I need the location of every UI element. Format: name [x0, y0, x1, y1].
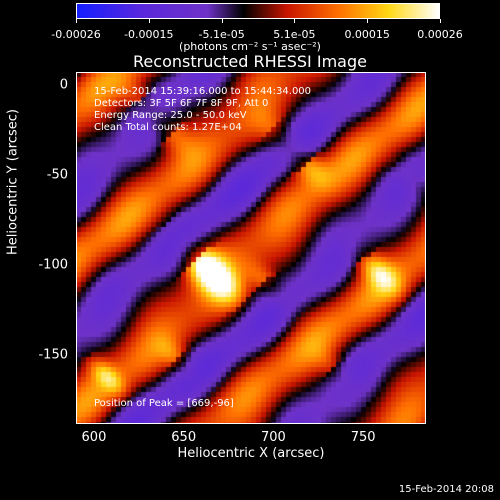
info-clean: Clean Total counts: 1.27E+04: [94, 122, 242, 133]
y-tick-label: -100: [38, 257, 68, 273]
colorbar-units: (photons cm⁻² s⁻¹ asec⁻²): [179, 40, 321, 53]
heatmap-image: [76, 72, 426, 424]
x-tick-label: 700: [261, 430, 286, 445]
colorbar-tick-label: 0.00015: [344, 28, 390, 41]
colorbar-tick-mark: [367, 19, 369, 23]
colorbar-tick-mark: [294, 19, 296, 23]
x-tick-label: 650: [171, 430, 197, 445]
colorbar-tick-mark: [221, 19, 223, 23]
y-tick-label: -50: [46, 167, 68, 183]
colorbar-tick-mark: [148, 19, 150, 23]
chart-title: Reconstructed RHESSI Image: [133, 52, 367, 71]
y-tick-label: 0: [59, 77, 68, 93]
colorbar-tick-label: -5.1e-05: [198, 28, 245, 41]
peak-position: Position of Peak = [669,-96]: [94, 398, 234, 409]
colorbar-tick-label: -0.00026: [51, 28, 101, 41]
info-energy: Energy Range: 25.0 - 50.0 keV: [94, 110, 247, 121]
x-tick-label: 750: [350, 430, 376, 445]
y-axis-label: Heliocentric Y (arcsec): [5, 109, 21, 255]
colorbar-tick-label: -0.00015: [124, 28, 174, 41]
x-axis-label: Heliocentric X (arcsec): [177, 446, 325, 461]
footer-timestamp: 15-Feb-2014 20:08: [398, 484, 494, 495]
colorbar-tick-label: 5.1e-05: [273, 28, 316, 41]
x-tick-label: 600: [81, 430, 107, 445]
colorbar-tick-mark: [440, 19, 441, 23]
colorbar: [76, 3, 440, 19]
info-detectors: Detectors: 3F 5F 6F 7F 8F 9F, Att 0: [94, 98, 269, 109]
y-tick-label: -150: [38, 347, 68, 363]
colorbar-tick-label: 0.00026: [417, 28, 463, 41]
colorbar-tick-mark: [76, 19, 77, 23]
info-time: 15-Feb-2014 15:39:16.000 to 15:44:34.000: [94, 86, 312, 97]
